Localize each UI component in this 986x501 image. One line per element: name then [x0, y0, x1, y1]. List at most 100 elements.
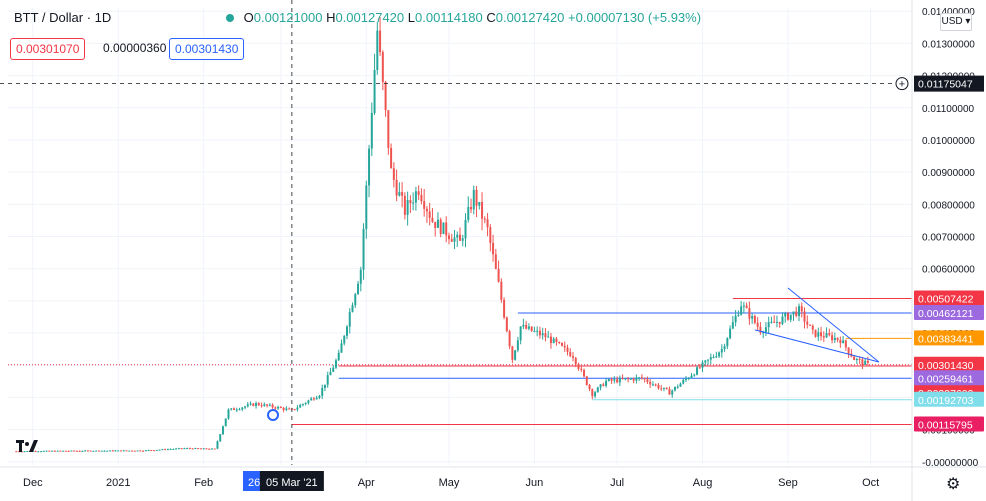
crosshair-point-icon — [267, 409, 279, 421]
candle-body — [445, 222, 448, 236]
crosshair-date-partial-bg — [243, 471, 263, 491]
trend-line-upper — [787, 287, 880, 363]
candle-body — [233, 408, 235, 410]
candle-body — [632, 378, 635, 381]
candle-body — [704, 360, 707, 363]
price-labels: 0.00507422 0.00462121 0.00383441 0.00301430… — [914, 290, 984, 432]
candle-body — [379, 30, 382, 53]
x-tick-label: Jun — [526, 477, 544, 489]
candle-body — [607, 379, 610, 381]
candle-body — [492, 242, 495, 255]
candle-body — [224, 418, 227, 427]
candle-body — [858, 358, 861, 360]
candle-body — [563, 345, 566, 348]
candles — [15, 17, 869, 453]
candle-body — [679, 383, 682, 387]
candle-body — [401, 192, 404, 196]
candle-body — [221, 426, 224, 435]
candle-body — [514, 350, 517, 360]
candle-body — [100, 450, 103, 452]
change-value: +0.00007130 (+5.93%) — [568, 10, 702, 25]
x-tick-label: Aug — [693, 477, 713, 489]
candle-body — [682, 379, 685, 384]
candle-body — [456, 234, 459, 238]
candle-body — [836, 337, 839, 340]
candle-body — [26, 450, 29, 452]
candle-body — [764, 327, 767, 333]
candle-body — [315, 397, 318, 400]
candle-body — [312, 398, 315, 400]
candle-body — [698, 367, 701, 369]
candle-body — [580, 368, 583, 370]
candle-body — [817, 332, 820, 337]
candle-body — [478, 201, 481, 206]
candle-body — [569, 351, 572, 357]
candle-body — [486, 219, 489, 228]
candle-body — [740, 306, 743, 315]
candle-body — [803, 311, 806, 322]
candle-body — [84, 450, 87, 452]
sell-button[interactable]: 0.00301070 — [10, 38, 86, 60]
candle-body — [709, 357, 712, 360]
candle-body — [693, 374, 696, 376]
candle-body — [423, 201, 426, 209]
price-label-bg — [914, 356, 984, 372]
buy-button[interactable]: 0.00301430 — [169, 38, 245, 60]
candle-body — [828, 333, 831, 336]
candle-body — [814, 329, 817, 337]
high-value: 0.00127420 — [335, 10, 405, 25]
candle-body — [673, 386, 676, 391]
candle-body — [726, 338, 729, 347]
candle-body — [560, 343, 563, 346]
candle-body — [839, 339, 842, 344]
x-tick-label: Jul — [610, 477, 624, 489]
candle-body — [792, 311, 795, 315]
y-tick-label: 0.01300000 — [922, 39, 975, 50]
candle-body — [172, 448, 175, 450]
y-tick-label: 0.01400000 — [922, 7, 975, 18]
candle-body — [629, 378, 632, 380]
candle-body — [111, 450, 114, 452]
candle-body — [406, 200, 409, 215]
candle-body — [786, 313, 789, 320]
candle-body — [555, 338, 558, 342]
gear-icon[interactable]: ⚙ — [946, 476, 961, 493]
candle-body — [81, 450, 84, 452]
crosshair-date-label: 05 Mar '21 — [266, 477, 318, 489]
candle-body — [266, 404, 269, 406]
candle-body — [125, 450, 128, 452]
candle-body — [301, 403, 304, 406]
currency-button[interactable]: USD ▾ — [940, 13, 972, 31]
candle-body — [605, 380, 608, 386]
candle-body — [277, 407, 280, 409]
candle-body — [62, 450, 65, 452]
candle-body — [596, 387, 599, 393]
candle-body — [348, 311, 351, 327]
candle-body — [139, 450, 142, 452]
symbol-title[interactable]: BTT / Dollar · 1D — [14, 10, 112, 25]
price-label: 0.00507422 — [914, 290, 984, 306]
candle-body — [255, 403, 258, 406]
x-tick-label: Dec — [23, 477, 43, 489]
close-key: C — [486, 10, 496, 25]
candle-body — [536, 330, 539, 332]
candle-body — [59, 450, 62, 452]
candle-body — [351, 305, 354, 312]
candle-body — [820, 332, 823, 337]
candle-body — [616, 379, 619, 383]
candle-body — [442, 222, 445, 234]
candle-body — [230, 408, 233, 410]
candle-body — [296, 407, 299, 410]
candle-body — [742, 305, 745, 307]
candle-body — [40, 451, 43, 453]
candle-body — [70, 450, 73, 452]
candle-body — [583, 369, 586, 377]
candle-body — [346, 326, 348, 336]
candle-body — [161, 449, 164, 451]
candle-body — [574, 357, 577, 365]
price-label-text: 0.00507422 — [918, 293, 974, 305]
candle-body — [668, 389, 671, 395]
candle-body — [434, 221, 437, 228]
candle-body — [51, 450, 54, 452]
